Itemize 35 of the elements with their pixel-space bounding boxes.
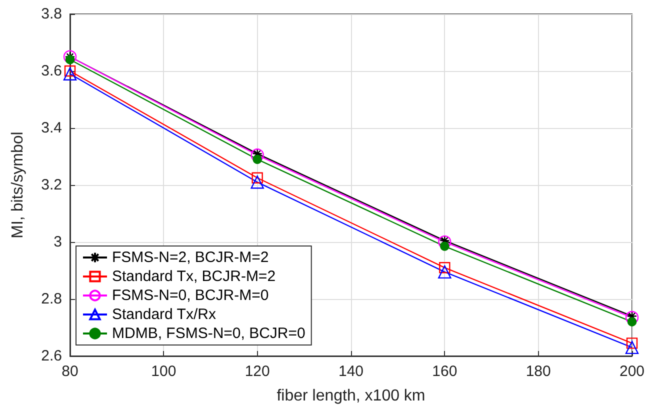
y-axis-title: MI, bits/symbol: [10, 132, 26, 238]
x-tick-label: 160: [432, 363, 458, 380]
y-tick-label: 3.6: [41, 62, 62, 80]
point: [250, 148, 264, 162]
y-tick-label: 3: [54, 234, 62, 250]
point: [625, 340, 639, 354]
point: [440, 242, 450, 251]
x-tick-label: 100: [151, 363, 176, 380]
x-axis-title: fiber length, x100 km: [276, 388, 426, 404]
legend-label: MDMB, FSMS-N=0, BCJR=0: [112, 325, 306, 342]
point: [625, 310, 639, 324]
point: [252, 172, 263, 184]
x-tick-label: 80: [62, 363, 78, 380]
point: [252, 154, 262, 164]
y-tick-label: 2.8: [41, 290, 62, 308]
x-tick-label: 140: [338, 363, 364, 380]
y-tick-label: 3.8: [41, 6, 62, 22]
legend-label: FSMS-N=0, BCJR-M=0: [112, 287, 269, 304]
point: [439, 262, 450, 274]
point: [627, 317, 637, 326]
point: [64, 65, 76, 77]
legend-label: Standard Tx/Rx: [112, 306, 216, 323]
y-tick-label: 3.2: [41, 176, 62, 194]
y-tick-label: 3.4: [41, 120, 62, 136]
point: [438, 235, 452, 249]
y-tick-label: 2.6: [41, 348, 62, 364]
legend-label: Standard Tx, BCJR-M=2: [112, 268, 276, 285]
x-tick-label: 180: [526, 363, 551, 380]
point: [626, 338, 638, 349]
x-tick-label: 200: [619, 363, 645, 380]
point: [63, 67, 77, 80]
legend-label: FSMS-N=2, BCJR-M=2: [112, 249, 269, 266]
point: [438, 265, 452, 279]
x-tick-label: 120: [244, 363, 270, 380]
point: [250, 176, 264, 189]
